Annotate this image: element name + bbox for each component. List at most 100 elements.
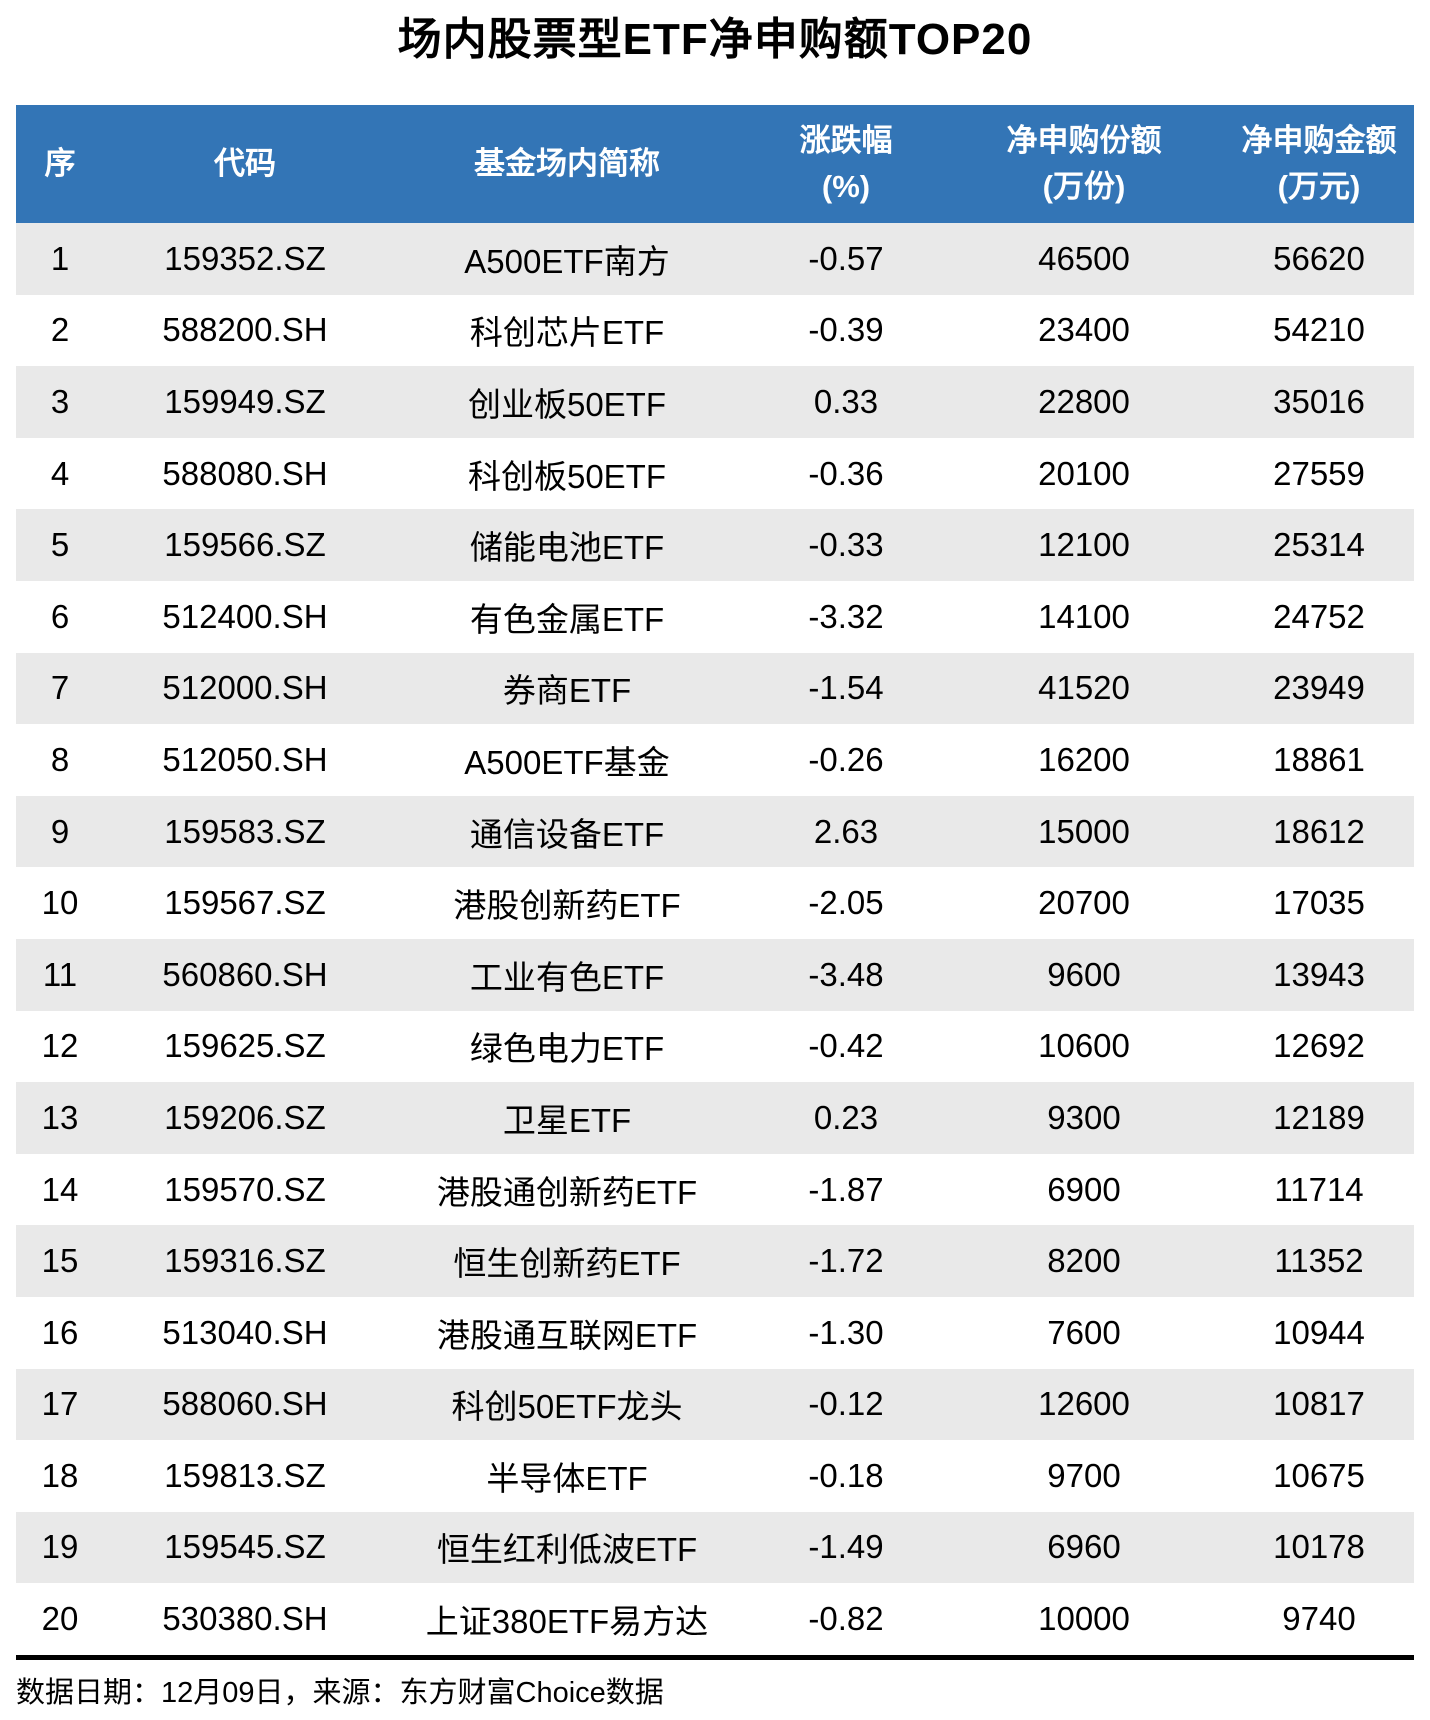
cell-fund-name: 券商ETF [502, 672, 632, 710]
cell-fund-name: 港股通创新药ETF [436, 1173, 698, 1211]
cell-fund-name: 港股通互联网ETF [436, 1316, 698, 1354]
table-row: 5 159566.SZ 储能电池ETF -0.33 12100 25314 [16, 509, 1414, 581]
cell-rank: 10 [41, 884, 79, 922]
cell-net-amount: 10178 [1273, 1528, 1365, 1566]
cell-fund-name: A500ETF南方 [464, 242, 670, 280]
table-header-row: 序 代码 基金场内简称 涨跌幅 (%) 净申购份额 (万份) 净申购金额 (万元… [16, 105, 1414, 223]
data-source-note: 数据日期：12月09日，来源：东方财富Choice数据 [16, 1676, 664, 1709]
cell-net-shares: 8200 [1047, 1242, 1121, 1280]
col-header-label: 净申购份额 [1006, 123, 1162, 158]
cell-change-pct: 2.63 [813, 812, 879, 850]
cell-rank: 18 [41, 1456, 79, 1494]
col-header-fund-name: 基金场内简称 [386, 105, 748, 223]
col-header-unit: (万元) [1277, 169, 1361, 204]
cell-net-amount: 56620 [1273, 239, 1365, 277]
cell-code: 560860.SH [162, 955, 328, 993]
cell-net-amount: 25314 [1273, 526, 1365, 564]
cell-net-shares: 16200 [1038, 740, 1130, 778]
table-row: 1 159352.SZ A500ETF南方 -0.57 46500 56620 [16, 223, 1414, 295]
cell-net-amount: 54210 [1273, 311, 1365, 349]
cell-fund-name: 恒生红利低波ETF [436, 1531, 698, 1569]
cell-change-pct: -0.18 [808, 1456, 884, 1494]
cell-rank: 20 [41, 1600, 79, 1638]
cell-code: 159545.SZ [164, 1528, 326, 1566]
table-row: 19 159545.SZ 恒生红利低波ETF -1.49 6960 10178 [16, 1511, 1414, 1584]
table-row: 8 512050.SH A500ETF基金 -0.26 16200 18861 [16, 724, 1414, 796]
table-row: 11 560860.SH 工业有色ETF -3.48 9600 13943 [16, 938, 1414, 1011]
cell-code: 159570.SZ [164, 1170, 326, 1208]
cell-rank: 9 [50, 812, 70, 850]
cell-rank: 6 [50, 597, 70, 635]
table-row: 9 159583.SZ 通信设备ETF 2.63 15000 18612 [16, 795, 1414, 868]
cell-net-shares: 7600 [1047, 1313, 1121, 1351]
cell-change-pct: -0.36 [808, 454, 884, 492]
cell-net-shares: 6960 [1047, 1528, 1121, 1566]
cell-rank: 4 [50, 454, 70, 492]
cell-code: 159625.SZ [164, 1027, 326, 1065]
page-title: 场内股票型ETF净申购额TOP20 [397, 15, 1033, 64]
cell-net-shares: 20100 [1038, 454, 1130, 492]
cell-change-pct: -2.05 [808, 884, 884, 922]
cell-change-pct: -1.49 [808, 1528, 884, 1566]
cell-net-shares: 9300 [1047, 1098, 1121, 1136]
col-header-code: 代码 [104, 105, 386, 223]
cell-net-shares: 22800 [1038, 382, 1130, 420]
cell-change-pct: -0.33 [808, 526, 884, 564]
table-row: 17 588060.SH 科创50ETF龙头 -0.12 12600 10817 [16, 1368, 1414, 1441]
col-header-change-pct: 涨跌幅 (%) [748, 105, 944, 223]
cell-change-pct: -1.30 [808, 1313, 884, 1351]
col-header-label: 基金场内简称 [474, 146, 660, 181]
cell-net-amount: 27559 [1273, 454, 1365, 492]
cell-code: 513040.SH [162, 1313, 328, 1351]
table-row: 18 159813.SZ 半导体ETF -0.18 9700 10675 [16, 1440, 1414, 1512]
table-row: 20 530380.SH 上证380ETF易方达 -0.82 10000 9740 [16, 1583, 1414, 1655]
table-row: 4 588080.SH 科创板50ETF -0.36 20100 27559 [16, 437, 1414, 510]
cell-change-pct: -0.12 [808, 1385, 884, 1423]
cell-code: 159566.SZ [164, 526, 326, 564]
cell-rank: 17 [41, 1385, 79, 1423]
cell-rank: 19 [41, 1528, 79, 1566]
cell-rank: 8 [50, 740, 70, 778]
cell-net-shares: 23400 [1038, 311, 1130, 349]
cell-fund-name: 科创板50ETF [467, 457, 667, 495]
cell-net-amount: 13943 [1273, 955, 1365, 993]
cell-net-amount: 9740 [1282, 1600, 1356, 1638]
cell-code: 159206.SZ [164, 1098, 326, 1136]
cell-fund-name: 卫星ETF [502, 1101, 632, 1139]
footer: 数据日期：12月09日，来源：东方财富Choice数据 [16, 1654, 1414, 1711]
cell-net-shares: 12600 [1038, 1385, 1130, 1423]
cell-rank: 1 [50, 239, 70, 277]
cell-fund-name: 有色金属ETF [469, 600, 665, 638]
cell-code: 159567.SZ [164, 884, 326, 922]
cell-fund-name: 储能电池ETF [469, 529, 665, 567]
cell-fund-name: 通信设备ETF [469, 815, 665, 853]
col-header-label: 净申购金额 [1241, 123, 1397, 158]
table-row: 13 159206.SZ 卫星ETF 0.23 9300 12189 [16, 1082, 1414, 1154]
cell-net-amount: 35016 [1273, 382, 1365, 420]
cell-code: 159813.SZ [164, 1456, 326, 1494]
cell-fund-name: 恒生创新药ETF [453, 1245, 681, 1283]
col-header-unit: (万份) [1042, 169, 1126, 204]
cell-code: 159583.SZ [164, 812, 326, 850]
cell-net-amount: 17035 [1273, 884, 1365, 922]
cell-fund-name: 科创芯片ETF [469, 314, 665, 352]
cell-code: 588080.SH [162, 454, 328, 492]
table-row: 6 512400.SH 有色金属ETF -3.32 14100 24752 [16, 580, 1414, 653]
cell-rank: 15 [41, 1242, 79, 1280]
cell-rank: 12 [41, 1027, 79, 1065]
cell-net-amount: 10817 [1273, 1385, 1365, 1423]
cell-fund-name: 港股创新药ETF [453, 887, 681, 925]
table-row: 7 512000.SH 券商ETF -1.54 41520 23949 [16, 652, 1414, 725]
table-row: 15 159316.SZ 恒生创新药ETF -1.72 8200 11352 [16, 1225, 1414, 1297]
cell-rank: 2 [50, 311, 70, 349]
cell-net-shares: 15000 [1038, 812, 1130, 850]
table-row: 10 159567.SZ 港股创新药ETF -2.05 20700 17035 [16, 867, 1414, 939]
col-header-label: 序 [44, 146, 76, 181]
cell-code: 588200.SH [162, 311, 328, 349]
table-row: 16 513040.SH 港股通互联网ETF -1.30 7600 10944 [16, 1296, 1414, 1369]
cell-net-amount: 12189 [1273, 1098, 1365, 1136]
cell-net-shares: 12100 [1038, 526, 1130, 564]
cell-change-pct: -1.54 [808, 669, 884, 707]
cell-fund-name: 上证380ETF易方达 [425, 1603, 709, 1641]
cell-net-amount: 11352 [1274, 1242, 1364, 1280]
